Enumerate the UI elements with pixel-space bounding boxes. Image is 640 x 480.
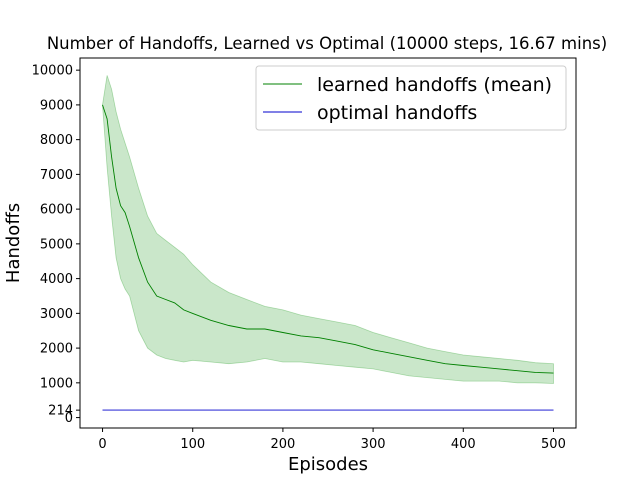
x-tick-label: 100 [180,437,205,452]
axes-frame [79,57,577,429]
x-axis-title: Episodes [288,454,368,475]
y-tick-label: 8000 [40,133,73,148]
learned-handoffs-line [102,104,554,374]
y-tick-label: 10000 [32,64,73,79]
legend-box [255,65,567,131]
x-tick-label: 0 [98,437,106,452]
y-tick-label: 1000 [40,376,73,391]
legend: learned handoffs (mean) optimal handoffs [255,65,567,131]
y-tick-label: 6000 [40,203,73,218]
axis-ticks: 0 100 200 300 400 500021410002000300040005000… [32,64,566,452]
y-tick-label: 9000 [40,98,73,113]
plot-area [102,75,554,411]
legend-entry-optimal-label: optimal handoffs [317,102,477,124]
y-tick-label: 2000 [40,342,73,357]
x-tick-label: 500 [541,437,566,452]
x-tick-label: 300 [361,437,386,452]
y-tick-label: 4000 [40,272,73,287]
y-tick-label: 214 [48,404,73,419]
x-tick-label: 400 [451,437,476,452]
chart-title: Number of Handoffs, Learned vs Optimal (… [47,34,607,53]
x-tick-label: 200 [270,437,295,452]
y-tick-label: 0 [65,411,73,426]
learned-handoffs-band [102,75,554,384]
legend-entry-learned-label: learned handoffs (mean) [317,74,552,96]
y-tick-label: 7000 [40,168,73,183]
y-tick-label: 5000 [40,237,73,252]
y-axis-title: Handoffs [3,203,24,283]
y-tick-label: 3000 [40,307,73,322]
